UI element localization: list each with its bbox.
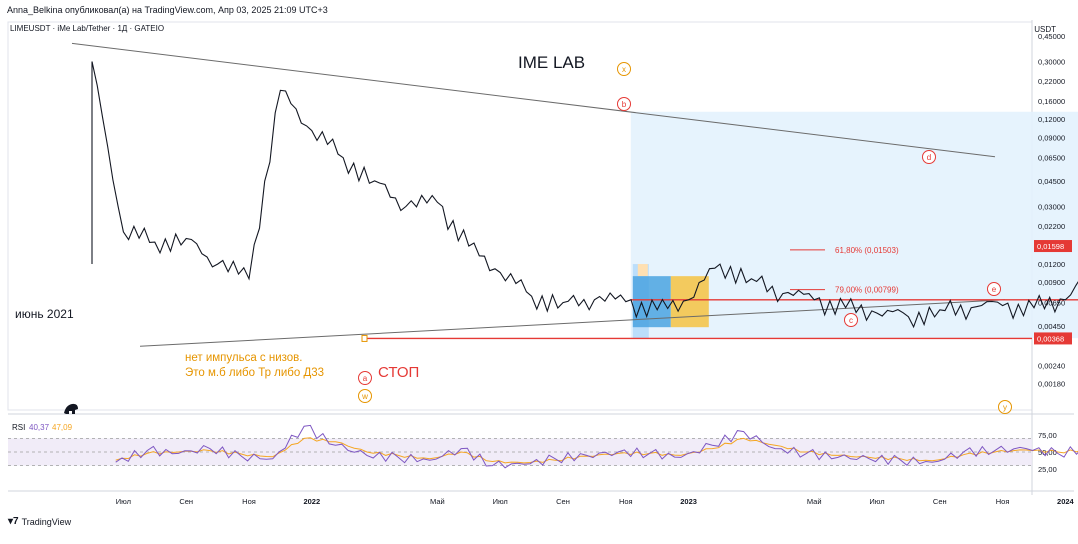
wave-label: d — [927, 153, 931, 162]
price-series-line — [91, 61, 1078, 329]
rsi-value: 40,37 — [29, 423, 50, 432]
tradingview-logo-icon: ▾7 — [8, 516, 19, 527]
current-price-badge — [1034, 240, 1072, 253]
rsi-label: RSI — [12, 423, 25, 432]
time-axis-tick: 2022 — [303, 497, 320, 506]
price-axis-tick: 0,22000 — [1038, 77, 1065, 86]
lower-trendline — [139, 299, 1006, 347]
wave-label: c — [849, 316, 853, 325]
rsi-ma-value: 47,09 — [52, 423, 73, 432]
wave-label-circle — [617, 62, 631, 76]
publish-header: Anna_Belkina опубликовал(а) на TradingVi… — [7, 5, 328, 15]
wave-label: e — [992, 285, 997, 294]
currency-label: USDT — [1034, 25, 1056, 34]
time-axis-tick: Ноя — [242, 497, 256, 506]
price-axis-tick: 0,02200 — [1038, 222, 1065, 231]
no-impulse-note-line2: Это м.б либо Тр либо Д33 — [185, 367, 324, 379]
tradingview-brand: TradingView — [21, 516, 72, 527]
price-axis-tick: 0,00650 — [1038, 299, 1065, 308]
wave-label-circle — [922, 150, 936, 164]
tradingview-footer: ▾7 TradingView — [8, 516, 71, 527]
price-axis-tick: 0,00450 — [1038, 322, 1065, 331]
stop-anchor — [361, 334, 368, 342]
price-axis-tick: 0,09000 — [1038, 133, 1065, 142]
wave-label-circle — [987, 282, 1001, 296]
time-axis-tick: Сен — [179, 497, 193, 506]
stop-price-badge — [1034, 332, 1072, 345]
current-price-label: 0,01598 — [1037, 242, 1064, 251]
wave-label: a — [363, 374, 368, 383]
time-axis-tick: Июл — [116, 497, 131, 506]
wave-label-circle — [617, 97, 631, 111]
wave-label: w — [361, 392, 368, 401]
time-axis-tick: 2024 — [1057, 497, 1075, 506]
rsi-axis-tick: 75,00 — [1038, 431, 1057, 440]
rsi-ma-line — [115, 437, 1078, 464]
time-axis-tick: Сен — [556, 497, 570, 506]
time-axis-tick: Июл — [869, 497, 884, 506]
time-axis-tick: Ноя — [996, 497, 1010, 506]
wave-label: x — [622, 65, 626, 74]
price-axis-tick: 0,01200 — [1038, 260, 1065, 269]
price-axis-tick: 0,45000 — [1038, 32, 1065, 41]
dino-icon — [64, 403, 78, 414]
wave-label-circle — [358, 389, 372, 403]
rsi-line — [115, 424, 1078, 469]
time-axis-tick: Май — [430, 497, 445, 506]
time-axis-tick: Июл — [493, 497, 508, 506]
time-axis-tick: Ноя — [619, 497, 633, 506]
price-axis-tick: 0,00180 — [1038, 379, 1065, 388]
price-axis-tick: 0,04500 — [1038, 177, 1065, 186]
upper-trendline — [71, 42, 996, 158]
wave-label-circle — [358, 371, 372, 385]
price-axis-tick: 0,00240 — [1038, 361, 1065, 370]
chart-title: IME LAB — [518, 53, 585, 72]
price-axis-tick: 0,30000 — [1038, 58, 1065, 67]
symbol-ticker-line: LIMEUSDT · iMe Lab/Tether · 1Д · GATEIO — [10, 24, 165, 33]
no-impulse-note-line1: нет импульса с низов. — [185, 352, 303, 364]
price-axis-tick: 0,03000 — [1038, 202, 1065, 211]
fib-level-label: 79,00% (0,00799) — [835, 286, 899, 295]
wave-label: b — [622, 100, 627, 109]
rsi-axis-tick: 25,00 — [1038, 465, 1057, 474]
price-axis-tick: 0,12000 — [1038, 115, 1065, 124]
accumulation-zone-strip-orange — [637, 264, 648, 277]
time-axis-tick: 2023 — [680, 497, 697, 506]
orange-range-box — [670, 276, 709, 328]
start-date-label: июнь 2021 — [15, 307, 74, 321]
price-axis-tick: 0,00900 — [1038, 278, 1065, 287]
price-axis-tick: 0,16000 — [1038, 97, 1065, 106]
wave-label-circle — [844, 313, 858, 327]
time-axis-tick: Сен — [933, 497, 947, 506]
stop-price-label: 0,00368 — [1037, 334, 1064, 343]
price-axis-tick: 0,06500 — [1038, 154, 1065, 163]
wave-label-circle — [998, 400, 1012, 414]
stop-annotation: СТОП — [378, 364, 419, 381]
fib-level-label: 61,80% (0,01503) — [835, 246, 899, 255]
wave-label: y — [1003, 403, 1007, 412]
time-axis-tick: Май — [807, 497, 822, 506]
